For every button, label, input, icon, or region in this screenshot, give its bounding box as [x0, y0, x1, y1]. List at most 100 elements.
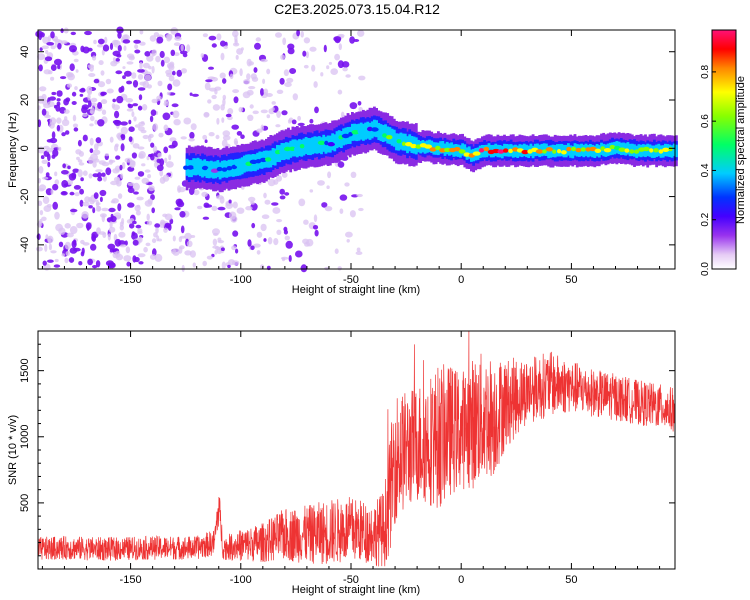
noise-blob — [309, 118, 314, 124]
noise-blob — [174, 36, 182, 41]
noise-blob — [309, 189, 314, 193]
noise-blob — [204, 139, 208, 143]
noise-blob — [119, 221, 124, 227]
noise-blob — [166, 62, 174, 69]
noise-blob — [139, 29, 144, 35]
heatmap-y-ticks: -40 -20 0 20 40 — [19, 46, 675, 253]
noise-blob — [52, 201, 58, 210]
snr-x-tick-label: 0 — [458, 574, 464, 586]
noise-blob — [68, 173, 77, 181]
ridge-peak — [289, 146, 296, 151]
ridge-peak — [376, 130, 383, 136]
noise-blob — [60, 28, 64, 34]
noise-blob — [188, 138, 195, 142]
noise-blob — [88, 100, 92, 108]
noise-blob — [108, 226, 116, 233]
noise-blob — [132, 239, 139, 246]
ridge-peak — [552, 149, 557, 154]
ridge-peak — [624, 148, 630, 153]
noise-blob — [159, 50, 165, 59]
ridge-peak — [390, 139, 398, 144]
noise-blob — [253, 67, 258, 73]
noise-blob — [96, 202, 101, 206]
noise-blob — [156, 164, 164, 172]
ridge-peak — [361, 128, 369, 134]
noise-blob — [44, 114, 51, 119]
noise-blob — [126, 261, 131, 267]
noise-blob — [76, 222, 84, 229]
noise-blob — [321, 202, 328, 208]
noise-blob — [304, 242, 310, 247]
noise-blob — [57, 42, 62, 50]
ridge-peak — [458, 149, 466, 154]
noise-blob — [47, 236, 52, 244]
noise-blob — [125, 98, 134, 103]
ridge-band-layer-2 — [313, 136, 317, 154]
heatmap-x-tick-label: 50 — [565, 274, 577, 286]
noise-blob — [180, 225, 185, 234]
noise-blob — [173, 42, 181, 47]
noise-blob — [149, 35, 157, 42]
noise-blob — [248, 86, 256, 90]
snr-y-tick-label: 500 — [19, 494, 31, 512]
heatmap-y-tick-label: -20 — [19, 189, 31, 205]
noise-blob — [156, 158, 161, 163]
noise-blob — [80, 45, 85, 53]
noise-blob — [122, 75, 126, 79]
noise-blob — [256, 128, 263, 133]
noise-blob — [72, 168, 80, 173]
noise-blob — [64, 257, 69, 264]
noise-blob — [229, 73, 234, 80]
noise-blob — [152, 123, 159, 131]
ridge-peak — [351, 130, 360, 135]
noise-blob — [157, 152, 162, 158]
noise-blob — [53, 38, 61, 43]
colorbar-tick-label: 0.2 — [700, 212, 711, 226]
noise-blob — [261, 214, 270, 219]
noise-blob — [330, 68, 339, 75]
ridge-band-layer-2 — [340, 131, 343, 148]
noise-blob — [340, 111, 345, 119]
noise-blob — [68, 257, 75, 263]
ridge-peak — [240, 160, 247, 165]
ridge-peak — [327, 142, 336, 147]
noise-blob — [64, 223, 71, 229]
noise-blob — [190, 123, 197, 131]
noise-blob — [163, 227, 168, 233]
noise-blob — [135, 224, 142, 229]
noise-blob — [287, 47, 295, 55]
ridge-peak — [333, 139, 339, 144]
noise-blob — [151, 238, 157, 244]
noise-blob — [120, 143, 125, 152]
noise-blob — [64, 241, 71, 250]
noise-blob — [97, 176, 103, 182]
noise-blob — [300, 31, 305, 38]
noise-blob — [172, 235, 176, 242]
noise-blob — [181, 68, 187, 74]
noise-blob — [61, 180, 69, 188]
noise-blob — [358, 75, 366, 81]
heatmap-y-tick-label: 40 — [19, 46, 31, 58]
noise-blob — [73, 185, 81, 190]
noise-blob — [89, 148, 94, 154]
noise-blob — [134, 49, 141, 54]
noise-blob — [82, 201, 90, 207]
noise-blob — [126, 108, 134, 112]
noise-blob — [221, 117, 225, 123]
ridge-band-layer-2 — [522, 143, 526, 157]
noise-blob — [163, 124, 169, 132]
noise-blob — [132, 80, 139, 88]
noise-blob — [179, 211, 186, 218]
noise-blob — [358, 207, 364, 212]
noise-blob — [56, 90, 63, 97]
ridge-band-layer-2 — [441, 141, 445, 154]
colorbar-tick-label: 0.4 — [700, 163, 711, 177]
noise-blob — [132, 220, 137, 225]
colorbar-tick-label: 0.6 — [700, 114, 711, 128]
noise-blob — [94, 143, 99, 151]
ridge-peak — [571, 146, 577, 152]
noise-blob — [137, 105, 143, 111]
noise-blob — [133, 116, 137, 122]
noise-blob — [283, 226, 288, 232]
noise-blob — [132, 182, 140, 191]
